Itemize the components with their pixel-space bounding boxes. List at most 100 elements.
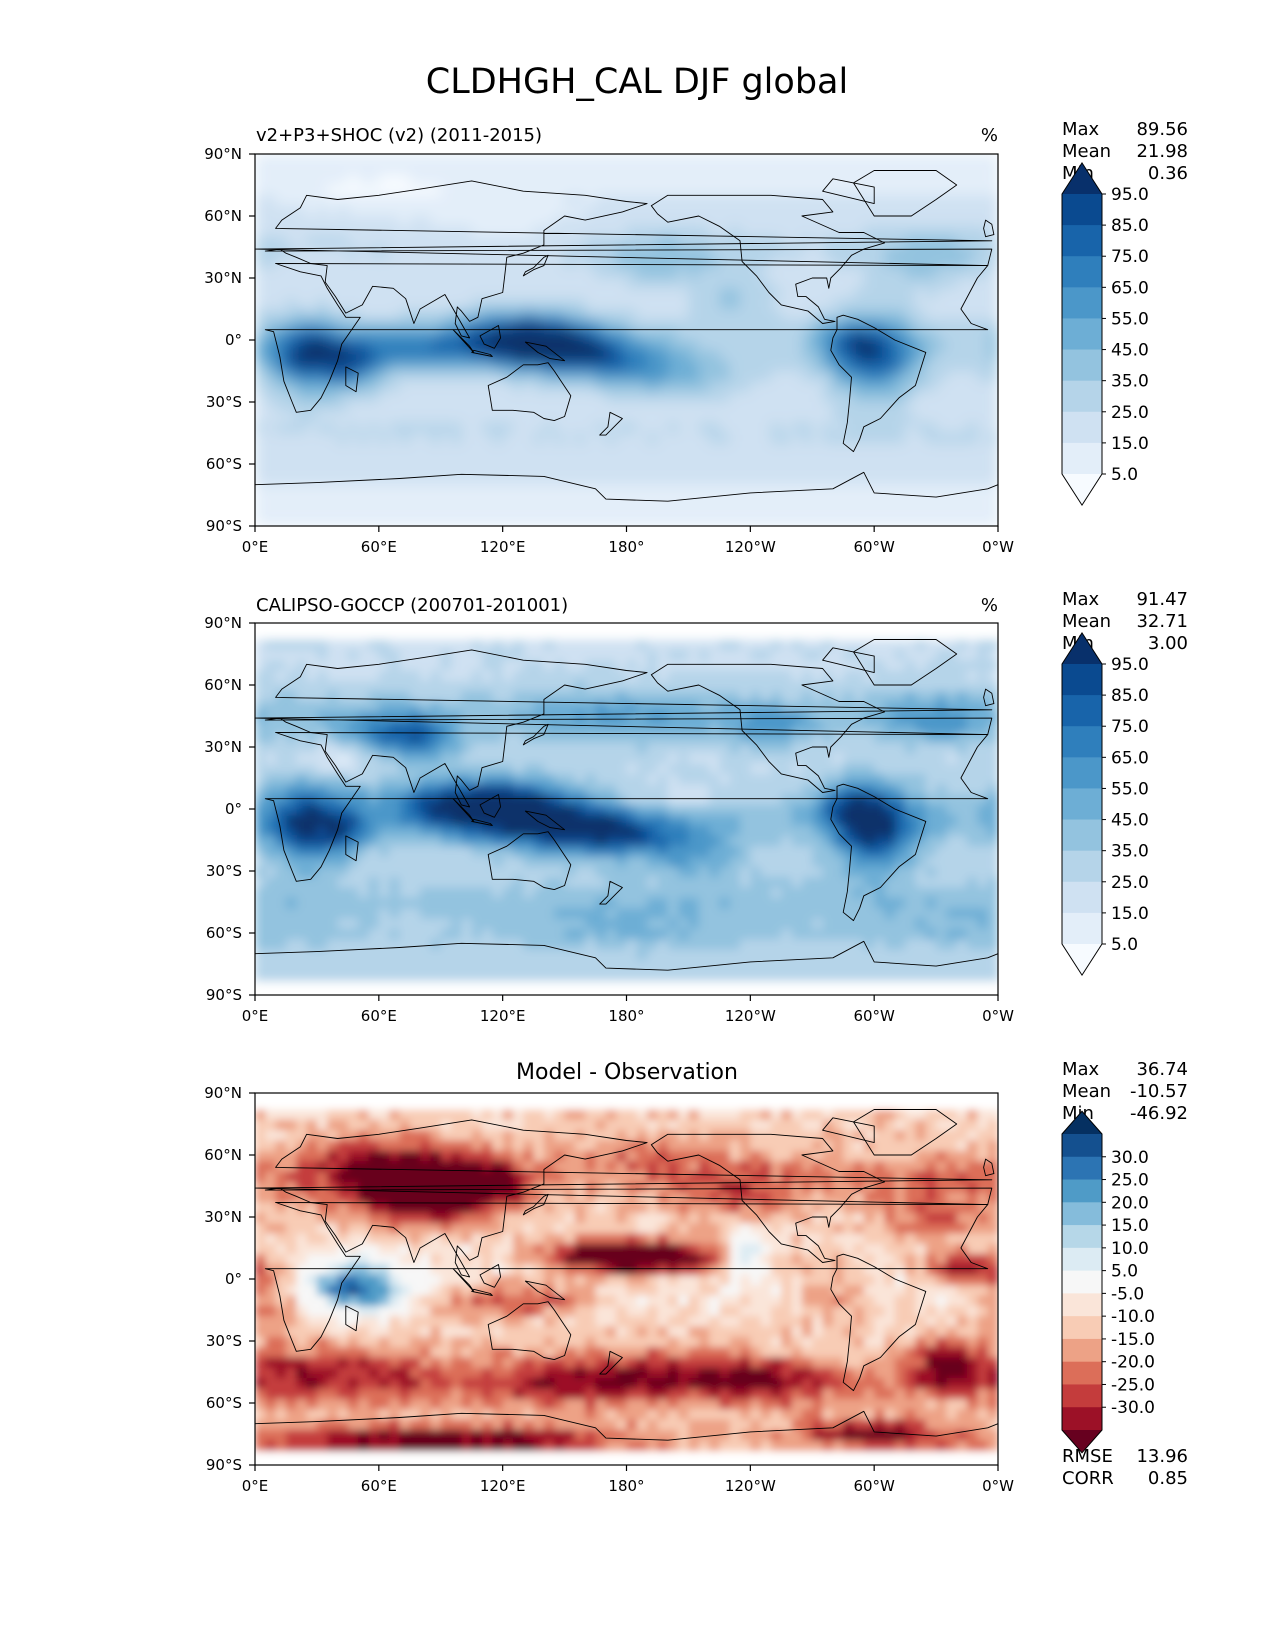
contour-cell — [781, 174, 793, 186]
contour-cell — [740, 474, 752, 486]
contour-cell — [801, 505, 813, 517]
contour-cell — [688, 515, 700, 526]
contour-cell — [574, 495, 586, 507]
contour-cell — [822, 226, 834, 238]
contour-cell — [667, 908, 679, 920]
contour-cell — [843, 639, 855, 651]
contour-cell — [616, 329, 628, 341]
contour-cell — [286, 216, 298, 228]
contour-cell — [306, 908, 318, 920]
contour-cell — [275, 288, 287, 300]
contour-cell — [399, 753, 411, 765]
contour-cell — [977, 866, 989, 878]
contour-cell — [585, 691, 597, 703]
contour-cell — [874, 918, 886, 930]
contour-cell — [936, 278, 948, 290]
contour-cell — [636, 856, 648, 868]
contour-cell — [564, 422, 576, 434]
contour-cell — [585, 887, 597, 899]
contour-cell — [368, 402, 380, 414]
contour-cell — [729, 505, 741, 517]
contour-cell — [574, 959, 586, 971]
contour-cell — [389, 784, 401, 796]
contour-cell — [378, 185, 390, 197]
contour-cell — [440, 835, 452, 847]
contour-cell — [616, 856, 628, 868]
contour-cell — [616, 402, 628, 414]
contour-cell — [905, 649, 917, 661]
contour-cell — [843, 908, 855, 920]
contour-cell — [471, 402, 483, 414]
contour-cell — [554, 722, 566, 734]
contour-cell — [482, 329, 494, 341]
contour-cell — [709, 236, 721, 248]
contour-cell — [946, 505, 958, 517]
contour-cell — [801, 236, 813, 248]
contour-cell — [482, 422, 494, 434]
contour-cell — [894, 711, 906, 723]
contour-cell — [358, 340, 370, 352]
contour-cell — [905, 484, 917, 496]
contour-cell — [296, 691, 308, 703]
contour-cell — [585, 329, 597, 341]
contour-cell — [616, 319, 628, 331]
contour-cell — [523, 722, 535, 734]
contour-cell — [564, 784, 576, 796]
contour-cell — [543, 680, 555, 692]
contour-cell — [925, 732, 937, 744]
contour-cell — [409, 722, 421, 734]
contour-cell — [605, 897, 617, 909]
contour-cell — [688, 505, 700, 517]
contour-cell — [306, 701, 318, 713]
contour-cell — [327, 680, 339, 692]
contour-cell — [791, 267, 803, 279]
contour-cell — [616, 866, 628, 878]
contour-cell — [275, 515, 287, 526]
contour-cell — [451, 340, 463, 352]
contour-cell — [420, 732, 432, 744]
contour-cell — [265, 722, 277, 734]
contour-cell — [523, 391, 535, 403]
contour-cell — [409, 226, 421, 238]
contour-cell — [801, 680, 813, 692]
contour-cell — [585, 443, 597, 455]
contour-cell — [781, 887, 793, 899]
contour-cell — [286, 474, 298, 486]
contour-cell — [451, 918, 463, 930]
contour-cell — [915, 474, 927, 486]
contour-cell — [595, 856, 607, 868]
contour-cell — [678, 443, 690, 455]
contour-cell — [389, 474, 401, 486]
contour-cell — [853, 918, 865, 930]
contour-cell — [688, 154, 700, 166]
contour-cell — [771, 350, 783, 362]
contour-cell — [822, 753, 834, 765]
contour-cell — [368, 794, 380, 806]
contour-cell — [667, 309, 679, 321]
contour-cell — [750, 381, 762, 393]
contour-cell — [378, 453, 390, 465]
contour-cell — [492, 433, 504, 445]
contour-cell — [440, 205, 452, 217]
contour-cell — [502, 474, 514, 486]
contour-cell — [781, 164, 793, 176]
contour-cell — [327, 505, 339, 517]
contour-cell — [513, 443, 525, 455]
contour-cell — [595, 918, 607, 930]
contour-cell — [347, 381, 359, 393]
contour-cell — [265, 825, 277, 837]
contour-cell — [843, 216, 855, 228]
contour-cell — [389, 804, 401, 816]
contour-cell — [791, 195, 803, 207]
contour-cell — [719, 288, 731, 300]
contour-cell — [884, 928, 896, 940]
contour-cell — [977, 464, 989, 476]
contour-cell — [967, 226, 979, 238]
contour-cell — [378, 257, 390, 269]
contour-cell — [936, 164, 948, 176]
contour-cell — [595, 247, 607, 259]
contour-cell — [946, 939, 958, 951]
colorbar-tick-label: 5.0 — [1111, 465, 1138, 485]
contour-cell — [657, 174, 669, 186]
contour-cell — [420, 701, 432, 713]
